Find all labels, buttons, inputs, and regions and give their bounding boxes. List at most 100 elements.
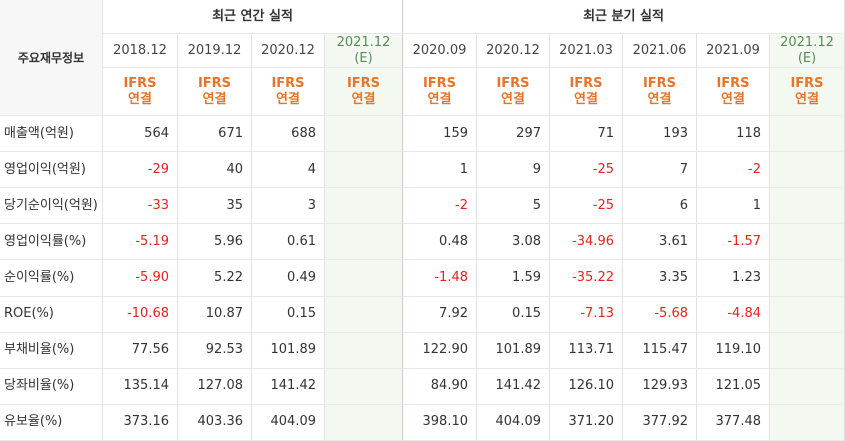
value-cell: 0.48 xyxy=(403,224,477,261)
value: -34.96 xyxy=(572,233,614,249)
period: 2019.12 xyxy=(187,42,242,58)
standard: IFRS xyxy=(271,75,305,91)
value: 5.96 xyxy=(214,233,243,249)
period-header: 2018.12 xyxy=(103,34,178,68)
standard: IFRS xyxy=(569,75,603,91)
value: 92.53 xyxy=(205,342,243,358)
value-cell: 398.10 xyxy=(403,404,477,441)
value-cell: 3.61 xyxy=(623,224,697,261)
period: 2018.12 xyxy=(113,42,167,58)
value-cell: 126.10 xyxy=(550,368,623,405)
value: 193 xyxy=(663,125,688,141)
value: 129.93 xyxy=(642,378,689,394)
standard: IFRS xyxy=(422,75,457,91)
row-label-text: 영업이익(억원) xyxy=(4,161,86,177)
basis: 연결 xyxy=(795,91,819,107)
value: -2 xyxy=(748,161,761,177)
value: 35 xyxy=(226,197,243,213)
value: 1 xyxy=(459,161,468,177)
row-label: ROE(%) xyxy=(0,296,103,333)
value-cell: 71 xyxy=(550,116,623,153)
row-label-text: 당좌비율(%) xyxy=(4,378,75,394)
value: 3.35 xyxy=(659,269,688,285)
value: 688 xyxy=(291,125,316,141)
value-cell: 5.96 xyxy=(178,224,252,261)
value-cell: 404.09 xyxy=(252,404,325,441)
value: 101.89 xyxy=(495,342,542,358)
value-cell: 377.48 xyxy=(697,404,770,441)
value: 1.23 xyxy=(732,269,761,285)
standard: IFRS xyxy=(197,75,232,91)
value: 9 xyxy=(532,161,541,177)
period: 2021.06 xyxy=(632,42,687,58)
standard-header: IFRS 연결 xyxy=(252,68,325,116)
value-cell: 0.61 xyxy=(252,224,325,261)
period-header: 2021.12 (E) xyxy=(325,34,403,68)
period: 2020.12 xyxy=(261,42,315,58)
basis: 연결 xyxy=(128,91,152,107)
value: 5.22 xyxy=(214,269,243,285)
row-label: 유보율(%) xyxy=(0,404,103,441)
standard: IFRS xyxy=(346,75,381,91)
value: 0.61 xyxy=(287,233,316,249)
value: 113.71 xyxy=(568,342,615,358)
value-cell: 5.22 xyxy=(178,260,252,297)
value-cell: 1.23 xyxy=(697,260,770,297)
value-cell xyxy=(325,188,403,225)
value: 0.48 xyxy=(439,233,468,249)
value: 371.20 xyxy=(568,414,615,430)
standard-header: IFRS 연결 xyxy=(770,68,845,116)
value-cell: 0.49 xyxy=(252,260,325,297)
standard: IFRS xyxy=(790,75,824,91)
standard-header: IFRS 연결 xyxy=(477,68,550,116)
value: 404.09 xyxy=(495,414,542,430)
value-cell: 121.05 xyxy=(697,368,770,405)
header-label: 주요재무정보 xyxy=(0,0,103,116)
basis: 연결 xyxy=(501,91,525,107)
value-cell: 3.35 xyxy=(623,260,697,297)
value: -5.68 xyxy=(654,306,688,322)
value-cell: 118 xyxy=(697,116,770,153)
standard: IFRS xyxy=(123,75,157,91)
value: 115.47 xyxy=(642,342,689,358)
row-label: 당기순이익(억원) xyxy=(0,188,103,225)
value: 77.56 xyxy=(131,342,169,358)
value-cell xyxy=(325,152,403,189)
value-cell: 115.47 xyxy=(623,332,697,369)
basis: 연결 xyxy=(276,91,300,107)
value: 10.87 xyxy=(205,306,243,322)
value-cell xyxy=(325,404,403,441)
estimate-mark: (E) xyxy=(797,50,817,66)
value-cell: 377.92 xyxy=(623,404,697,441)
row-label-text: 영업이익률(%) xyxy=(4,233,87,249)
value-cell xyxy=(325,260,403,297)
standard-header: IFRS 연결 xyxy=(178,68,252,116)
value: -2 xyxy=(455,197,468,213)
value: 373.16 xyxy=(123,414,170,430)
value-cell xyxy=(770,332,845,369)
value-cell: 6 xyxy=(623,188,697,225)
value-cell: 129.93 xyxy=(623,368,697,405)
value: 159 xyxy=(443,125,468,141)
value-cell: 113.71 xyxy=(550,332,623,369)
value: 0.15 xyxy=(512,306,541,322)
value-cell: 127.08 xyxy=(178,368,252,405)
value: 119.10 xyxy=(715,342,762,358)
value: 135.14 xyxy=(123,378,170,394)
value-cell: 84.90 xyxy=(403,368,477,405)
value-cell: -34.96 xyxy=(550,224,623,261)
value: 297 xyxy=(516,125,541,141)
period-header: 2020.12 xyxy=(252,34,325,68)
value: -10.68 xyxy=(127,306,169,322)
value-cell: 92.53 xyxy=(178,332,252,369)
value-cell: -35.22 xyxy=(550,260,623,297)
value-cell xyxy=(770,296,845,333)
value: 3 xyxy=(307,197,316,213)
value-cell: 9 xyxy=(477,152,550,189)
value: 3.08 xyxy=(512,233,541,249)
value: 377.92 xyxy=(642,414,689,430)
value: 404.09 xyxy=(270,414,317,430)
standard: IFRS xyxy=(716,75,750,91)
basis: 연결 xyxy=(647,91,672,107)
value-cell: -1.48 xyxy=(403,260,477,297)
